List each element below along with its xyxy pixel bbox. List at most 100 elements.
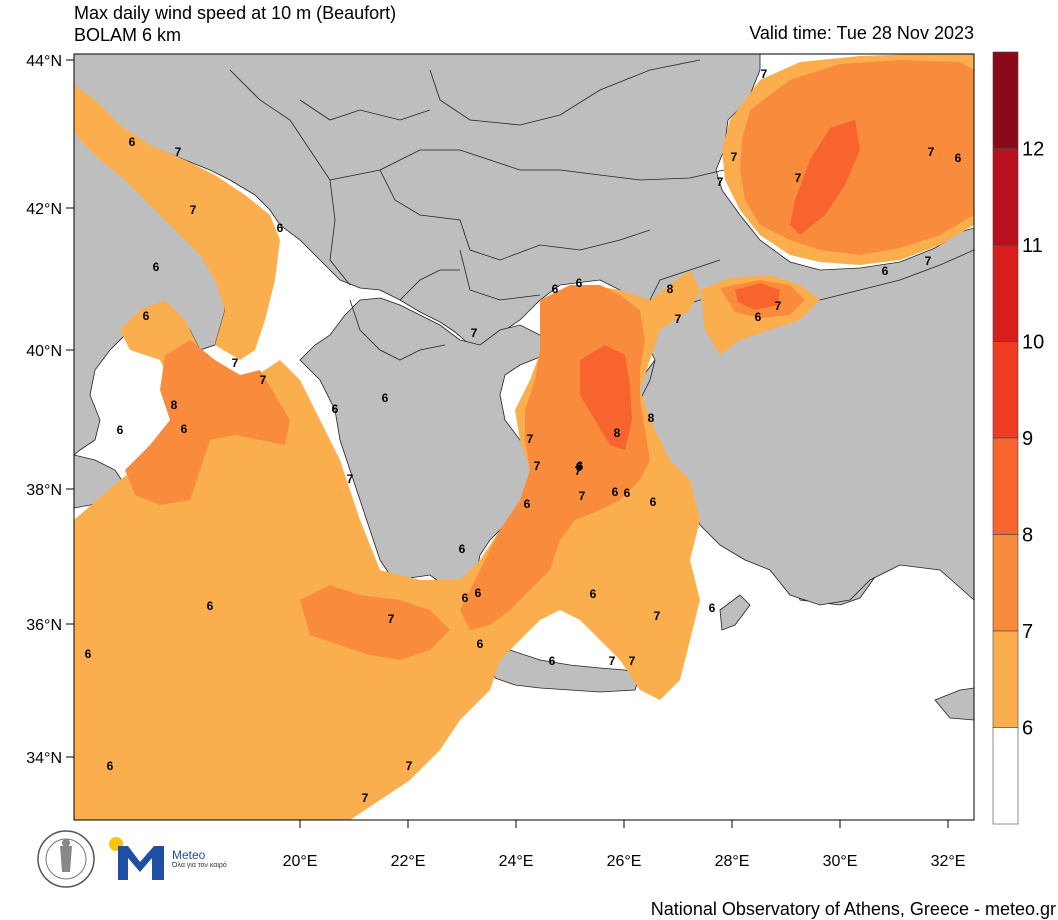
colorbar-label: 12 [1022, 139, 1044, 161]
lat-label: 42°N [26, 201, 62, 218]
colorbar-swatch [992, 630, 1019, 728]
map-value-label: 7 [579, 489, 586, 503]
map-value-label: 8 [667, 282, 674, 296]
map-value-label: 7 [388, 612, 395, 626]
meteo-brand: Meteo Όλα για τον καιρό [172, 848, 227, 870]
lon-label: 20°E [283, 853, 318, 870]
map-value-label: 6 [382, 391, 389, 405]
title-block: Max daily wind speed at 10 m (Beaufort) … [74, 2, 396, 46]
map-value-label: 7 [232, 356, 239, 370]
lat-axis: 44°N 42°N 40°N 38°N 36°N 34°N [26, 53, 74, 767]
land-rhodes [719, 594, 751, 631]
map-value-label: 6 [332, 402, 339, 416]
map-value-label: 6 [475, 586, 482, 600]
map-value-label: 6 [85, 647, 92, 661]
colorbar-swatch [992, 437, 1019, 535]
map-value-label: 6 [107, 759, 114, 773]
colorbar-swatch [992, 244, 1019, 342]
colorbar-swatch [992, 727, 1019, 825]
wind-field-bf6-adriatic [74, 85, 280, 360]
map-value-label: 6 [552, 282, 559, 296]
lon-label: 26°E [607, 853, 642, 870]
map-value-label: 6 [577, 459, 584, 473]
colorbar-label: 9 [1022, 428, 1033, 450]
lon-label: 22°E [391, 853, 426, 870]
lat-label: 44°N [26, 53, 62, 70]
map-value-label: 6 [612, 485, 619, 499]
wind-field-bf8-aegean [580, 345, 632, 450]
map-value-label: 6 [207, 599, 214, 613]
map-value-label: 6 [277, 221, 284, 235]
meteo-brand-name: Meteo [172, 848, 206, 862]
colorbar-label: 10 [1022, 332, 1044, 354]
map-value-label: 7 [362, 791, 369, 805]
colorbar-label: 7 [1022, 621, 1033, 643]
map-value-label: 7 [761, 67, 768, 81]
map-value-label: 7 [471, 326, 478, 340]
lon-label: 32°E [931, 853, 966, 870]
colorbar-label: 8 [1022, 525, 1033, 547]
map-value-label: 7 [675, 312, 682, 326]
map-value-label: 8 [614, 426, 621, 440]
map-value-label: 6 [576, 276, 583, 290]
map-value-label: 7 [731, 150, 738, 164]
country-borders [229, 59, 725, 361]
map-value-label: 7 [717, 175, 724, 189]
map-value-label: 7 [925, 254, 932, 268]
map-value-label: 6 [129, 135, 136, 149]
map-value-label: 6 [650, 495, 657, 509]
wind-field-bf8-blacksea [790, 120, 860, 235]
map-value-label: 6 [955, 151, 962, 165]
map-value-label: 6 [882, 264, 889, 278]
map-value-label: 8 [648, 411, 655, 425]
meteo-logo [109, 837, 164, 880]
lat-label: 36°N [26, 617, 62, 634]
lon-label: 30°E [823, 853, 858, 870]
colorbar-swatch [992, 534, 1019, 632]
map-value-label: 8 [171, 398, 178, 412]
wind-field-bf8-marmara [735, 283, 780, 310]
map-value-label: 7 [527, 432, 534, 446]
map-value-label: 7 [175, 145, 182, 159]
colorbar-label: 6 [1022, 718, 1033, 740]
colorbar-swatch [992, 341, 1019, 439]
map-value-label: 7 [406, 759, 413, 773]
map-value-label: 7 [534, 459, 541, 473]
lon-label: 24°E [499, 853, 534, 870]
map-value-label: 7 [575, 464, 582, 478]
map-value-label: 6 [576, 460, 583, 474]
land-cyprus [934, 687, 974, 721]
meteo-tagline: Όλα για τον καιρό [172, 862, 227, 869]
map-title: Max daily wind speed at 10 m (Beaufort) [74, 3, 397, 23]
wind-field-bf7-ionian [125, 340, 290, 505]
wind-field-bf7-south [300, 585, 450, 660]
map-value-label: 7 [260, 373, 267, 387]
map-value-label: 7 [654, 609, 661, 623]
observatory-seal-logo [37, 830, 95, 888]
map-value-label: 7 [629, 654, 636, 668]
map-value-label: 6 [624, 486, 631, 500]
map-value-label: 6 [549, 654, 556, 668]
colorbar-swatch [992, 51, 1019, 149]
map-value-label: 7 [928, 145, 935, 159]
colorbar-label: 11 [1022, 235, 1043, 257]
map-value-label: 6 [709, 601, 716, 615]
valid-time: Valid time: Tue 28 Nov 2023 [749, 23, 974, 43]
lon-label: 28°E [715, 853, 750, 870]
lon-axis: 20°E 22°E 24°E 26°E 28°E 30°E 32°E [283, 820, 966, 870]
map-value-label: 7 [795, 171, 802, 185]
map-value-label: 6 [143, 309, 150, 323]
map-value-label: 6 [755, 310, 762, 324]
map-value-label: 6 [459, 542, 466, 556]
map-value-label: 7 [775, 299, 782, 313]
map-value-label: 7 [347, 472, 354, 486]
lat-label: 38°N [26, 482, 62, 499]
colorbar: 12 11 10 9 8 7 6 [992, 51, 1044, 825]
lat-label: 34°N [26, 750, 62, 767]
logos [37, 830, 164, 888]
colorbar-swatch [992, 148, 1019, 246]
map-value-label: 6 [181, 422, 188, 436]
